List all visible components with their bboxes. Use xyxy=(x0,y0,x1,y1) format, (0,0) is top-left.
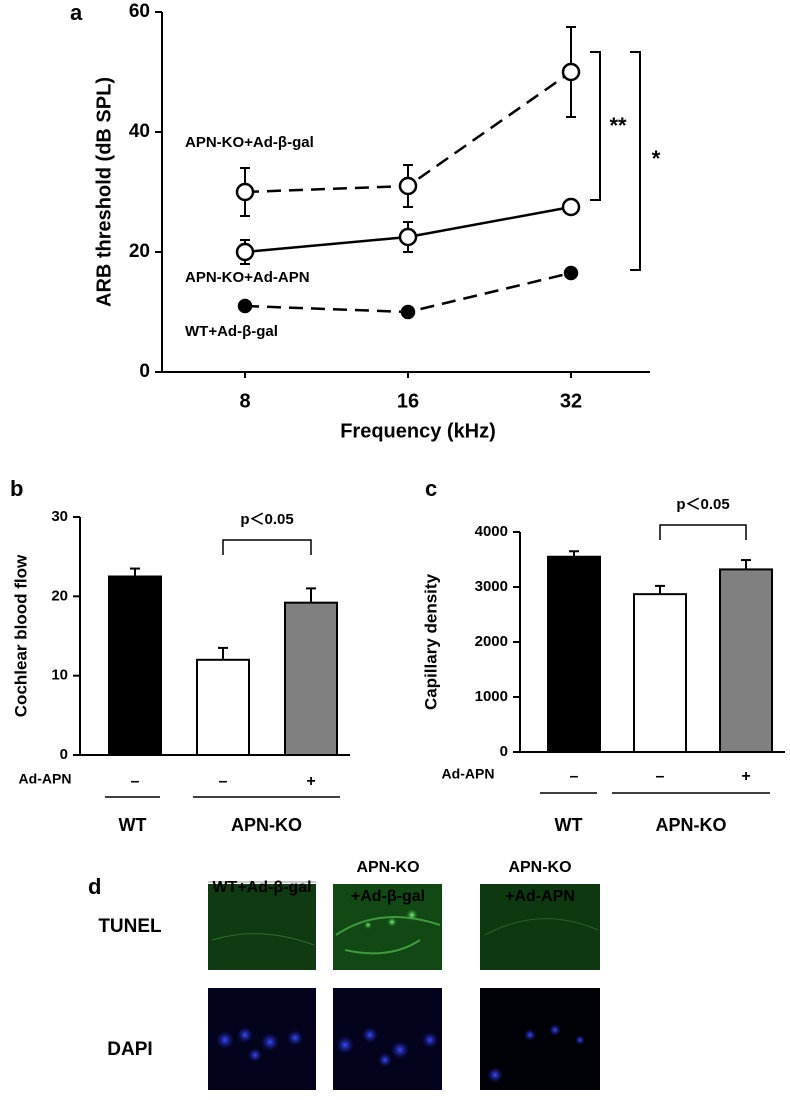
y-tick-label: 0 xyxy=(139,361,150,382)
tunel-image xyxy=(480,884,600,970)
group-label: WT xyxy=(555,815,583,835)
y-tick-label: 20 xyxy=(51,587,68,604)
series-label: WT+Ad-β-gal xyxy=(185,323,278,340)
column-header: +Ad-β-gal xyxy=(351,888,425,905)
apoptotic-cell xyxy=(364,921,372,929)
row-label: Ad-APN xyxy=(19,771,72,787)
group-label: APN-KO xyxy=(231,815,302,835)
significance-bracket xyxy=(222,539,312,555)
bar xyxy=(108,575,162,756)
y-tick-label: 2000 xyxy=(475,633,508,650)
data-point xyxy=(561,62,581,82)
bar xyxy=(196,658,250,756)
data-point xyxy=(398,176,418,196)
micrographs xyxy=(208,884,600,1090)
y-tick-label: 60 xyxy=(129,1,150,22)
data-point xyxy=(235,182,255,202)
group-label: APN-KO xyxy=(656,815,727,835)
data-point xyxy=(400,304,416,320)
y-tick-label: 10 xyxy=(51,667,68,684)
tissue xyxy=(335,916,441,955)
bar xyxy=(719,568,773,754)
x-tick-label: + xyxy=(306,773,315,790)
series-label: APN-KO+Ad-APN xyxy=(185,269,310,286)
column-header: +Ad-APN xyxy=(505,888,575,905)
y-axis-label: Cochlear blood flow xyxy=(11,554,30,717)
bar xyxy=(547,555,601,753)
bar xyxy=(284,601,338,756)
y-tick-label: 4000 xyxy=(475,523,508,540)
bar xyxy=(633,593,687,754)
error-bar xyxy=(741,559,751,570)
significance-bracket xyxy=(590,51,601,201)
x-tick-label: 16 xyxy=(397,390,419,412)
y-tick-label: 40 xyxy=(129,121,150,142)
data-point xyxy=(237,298,253,314)
row-header: DAPI xyxy=(107,1039,152,1060)
significance-bracket xyxy=(630,51,641,271)
significance-label: ** xyxy=(609,113,627,138)
tunel-image xyxy=(208,884,316,970)
y-tick-label: 0 xyxy=(500,743,508,760)
x-tick-label: – xyxy=(219,773,228,790)
column-header: APN-KO xyxy=(508,859,571,876)
x-tick-label: – xyxy=(570,768,579,785)
tissue xyxy=(484,918,599,936)
error-bar xyxy=(306,587,316,603)
y-axis-label: Capillary density xyxy=(421,573,440,710)
column-header: WT+Ad-β-gal xyxy=(212,879,311,896)
column-header: APN-KO xyxy=(356,859,419,876)
y-tick-label: 1000 xyxy=(475,688,508,705)
apoptotic-cell xyxy=(387,917,397,927)
y-tick-label: 20 xyxy=(129,241,150,262)
x-tick-label: – xyxy=(131,773,140,790)
panel-label: d xyxy=(88,874,101,899)
error-bar xyxy=(130,567,140,577)
data-point xyxy=(563,265,579,281)
data-point xyxy=(235,242,255,262)
row-header: TUNEL xyxy=(98,916,162,937)
x-tick-label: 8 xyxy=(239,390,250,412)
y-tick-label: 30 xyxy=(51,508,68,525)
series-label: APN-KO+Ad-β-gal xyxy=(185,134,314,151)
x-tick-label: + xyxy=(741,768,750,785)
data-point xyxy=(561,197,581,217)
data-point xyxy=(398,227,418,247)
x-axis-label: Frequency (kHz) xyxy=(340,420,496,442)
row-label: Ad-APN xyxy=(442,766,495,782)
panel-label: a xyxy=(70,0,83,25)
panel-label: c xyxy=(425,476,437,501)
y-tick-label: 3000 xyxy=(475,578,508,595)
x-tick-label: – xyxy=(656,768,665,785)
apoptotic-cell xyxy=(406,909,418,921)
error-bar xyxy=(218,646,228,660)
significance-label: * xyxy=(652,146,661,171)
significance-label: p＜0.05 xyxy=(676,496,729,513)
x-tick-label: 32 xyxy=(560,390,582,412)
y-tick-label: 0 xyxy=(60,746,68,763)
nuclei xyxy=(216,1024,585,1083)
panel-label: b xyxy=(10,476,23,501)
significance-label: p＜0.05 xyxy=(240,511,293,528)
error-bar xyxy=(655,584,665,595)
tissue xyxy=(211,933,315,946)
group-label: WT xyxy=(119,815,147,835)
significance-bracket xyxy=(659,524,747,540)
y-axis-label: ARB threshold (dB SPL) xyxy=(93,77,115,307)
